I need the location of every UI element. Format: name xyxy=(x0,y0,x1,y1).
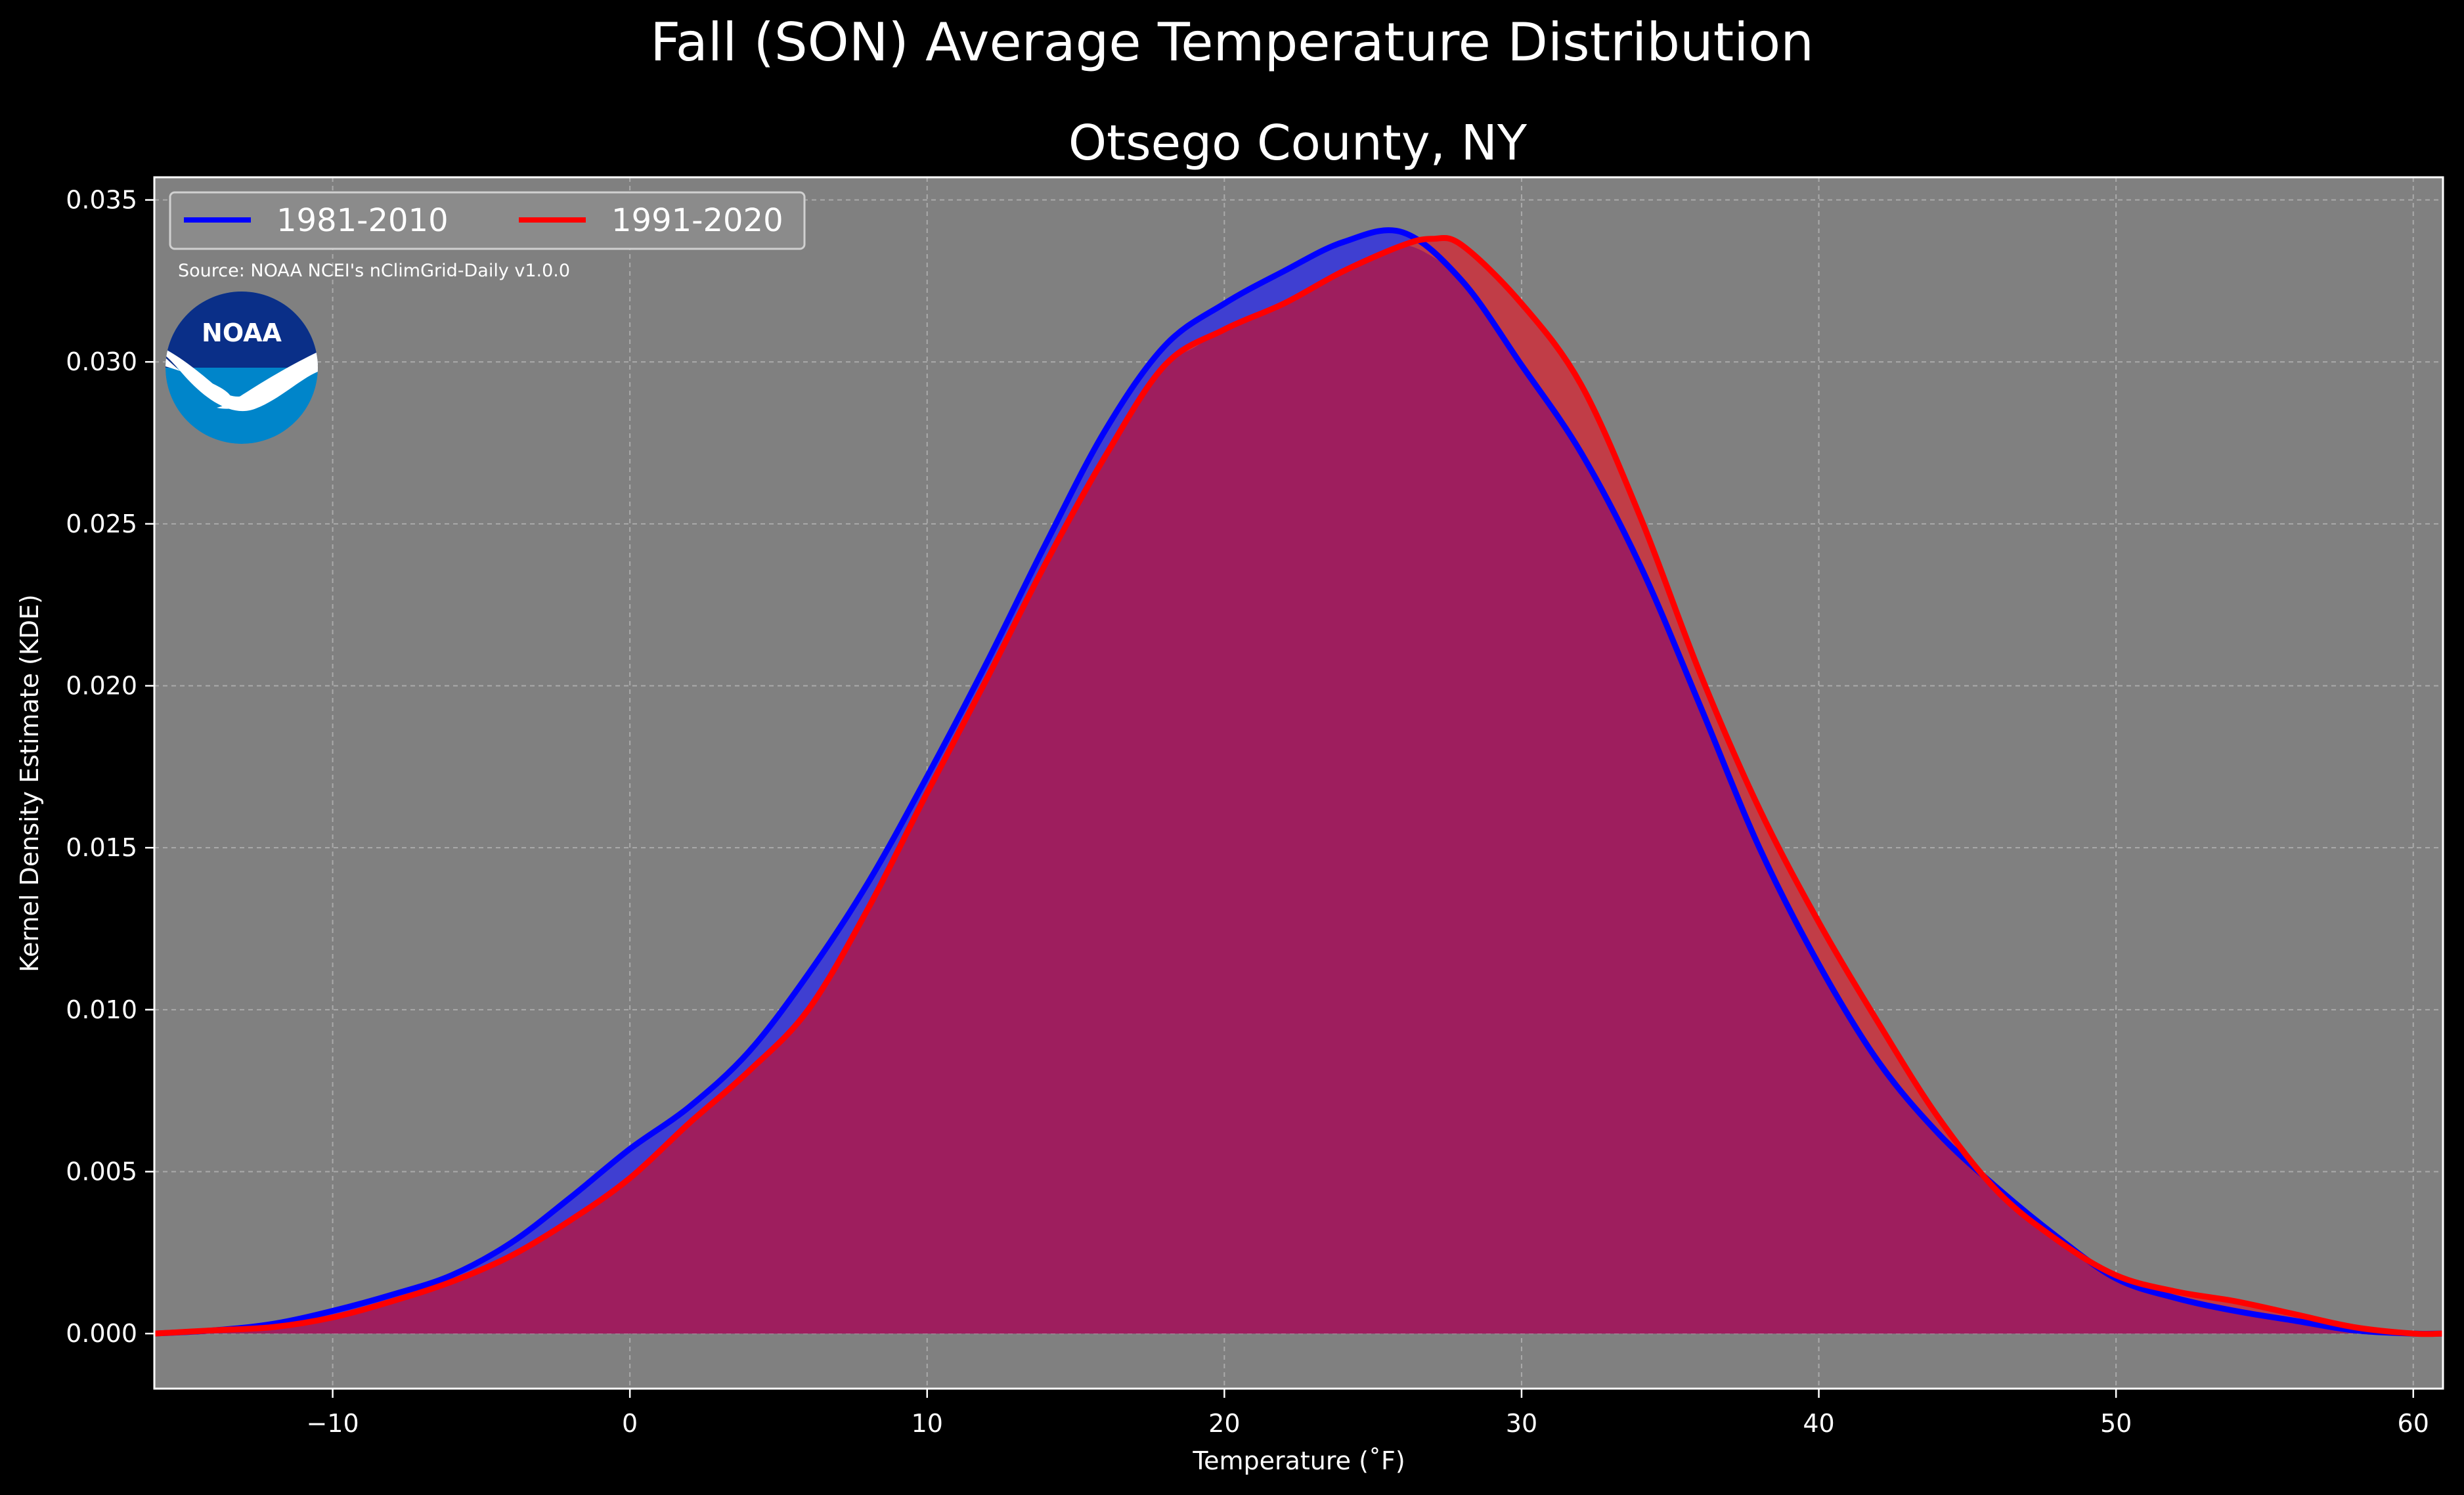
legend: 1981-2010 1991-2020 xyxy=(169,191,806,250)
series-fill-overlap xyxy=(154,245,2443,1334)
legend-box xyxy=(169,191,806,250)
y-axis-label: Kernel Density Estimate (KDE) xyxy=(15,594,44,972)
x-tick-label: 50 xyxy=(2100,1409,2132,1438)
x-tick-label: 60 xyxy=(2398,1409,2429,1438)
chart-title: Otsego County, NY xyxy=(1068,115,1528,171)
series-line-1991-2020 xyxy=(154,234,2443,1337)
noaa-logo-icon: NOAA xyxy=(165,292,318,444)
y-tick-label: 0.030 xyxy=(66,347,137,376)
series-lines xyxy=(154,227,2443,1337)
y-tick-label: 0.015 xyxy=(66,833,137,862)
x-tick-label: −10 xyxy=(306,1409,359,1438)
y-tick-label: 0.005 xyxy=(66,1157,137,1186)
legend-label-1981-2010: 1981-2010 xyxy=(276,202,449,239)
source-note: Source: NOAA NCEI's nClimGrid-Daily v1.0… xyxy=(178,261,570,281)
y-tick-label: 0.020 xyxy=(66,672,137,701)
x-tick-label: 30 xyxy=(1506,1409,1537,1438)
x-axis-label: Temperature (˚F) xyxy=(1192,1446,1405,1475)
chart-suptitle: Fall (SON) Average Temperature Distribut… xyxy=(650,12,1814,73)
series-fills xyxy=(154,230,2443,1334)
x-tick-label: 40 xyxy=(1803,1409,1834,1438)
y-tick-label: 0.025 xyxy=(66,509,137,538)
series-line-1981-2010 xyxy=(154,227,2443,1337)
noaa-logo-text: NOAA xyxy=(202,318,282,347)
x-tick-label: 0 xyxy=(622,1409,638,1438)
plot-frame xyxy=(153,176,2444,1390)
y-tick-label: 0.000 xyxy=(66,1319,137,1348)
x-tick-label: 20 xyxy=(1208,1409,1240,1438)
y-tick-label: 0.010 xyxy=(66,995,137,1024)
x-tick-label: 10 xyxy=(912,1409,943,1438)
y-axis: 0.000 0.005 0.010 0.015 0.020 0.025 0.030 0.035 xyxy=(66,186,154,1348)
x-axis: −10 0 10 20 30 40 50 60 xyxy=(306,1389,2429,1438)
legend-label-1991-2020: 1991-2020 xyxy=(611,202,783,239)
y-tick-label: 0.035 xyxy=(66,186,137,215)
